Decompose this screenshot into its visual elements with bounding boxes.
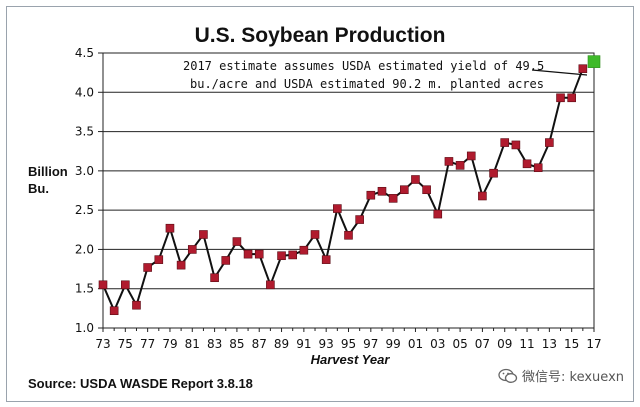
annotation-line-2: bu./acre and USDA estimated 90.2 m. plan… xyxy=(190,77,544,91)
data-point xyxy=(143,263,152,272)
x-tick-label: 89 xyxy=(274,337,289,351)
y-tick-label: 4.0 xyxy=(75,85,94,99)
x-tick-label: 95 xyxy=(341,337,356,351)
data-point xyxy=(210,273,219,283)
y-tick-label: 1.0 xyxy=(75,321,94,335)
x-tick-label: 75 xyxy=(118,337,133,351)
wechat-icon xyxy=(498,368,518,383)
data-point xyxy=(489,168,498,178)
data-point xyxy=(522,159,532,169)
y-axis-label: Billion Bu. xyxy=(28,164,68,196)
plot-area xyxy=(102,52,595,329)
data-point xyxy=(455,161,465,170)
data-point xyxy=(98,280,108,290)
data-point xyxy=(411,175,420,184)
data-point xyxy=(500,138,510,147)
data-point xyxy=(533,163,543,173)
data-point xyxy=(466,151,476,161)
y-tick-label: 4.5 xyxy=(75,46,94,60)
x-tick-label: 85 xyxy=(229,337,244,351)
data-point xyxy=(121,280,130,290)
y-tick-label: 3.0 xyxy=(75,164,94,178)
data-point xyxy=(243,249,253,259)
data-point xyxy=(254,249,264,259)
x-tick-label: 73 xyxy=(95,337,110,351)
annotation-line-1: 2017 estimate assumes USDA estimated yie… xyxy=(183,59,544,73)
data-point xyxy=(321,255,331,264)
data-point xyxy=(288,250,298,260)
x-tick-label: 77 xyxy=(140,337,155,351)
data-point xyxy=(545,138,554,147)
x-tick-label: 99 xyxy=(385,337,400,351)
data-point xyxy=(266,280,275,290)
data-point xyxy=(109,306,119,316)
data-point xyxy=(221,256,231,265)
y-tick-label: 2.0 xyxy=(75,242,94,256)
data-point xyxy=(366,190,376,200)
x-tick-label: 83 xyxy=(207,337,222,351)
annotation-leader xyxy=(531,69,588,76)
x-tick-label: 81 xyxy=(185,337,200,351)
data-point xyxy=(422,185,431,195)
x-tick-label: 97 xyxy=(363,337,378,351)
x-tick-label: 13 xyxy=(542,337,557,351)
x-axis-label: Harvest Year xyxy=(310,352,390,367)
data-point xyxy=(399,185,409,195)
data-point xyxy=(578,64,588,74)
data-point xyxy=(478,191,487,201)
data-point xyxy=(433,209,443,219)
y-tick-label: 3.5 xyxy=(75,125,94,139)
data-point xyxy=(165,223,175,233)
data-point xyxy=(355,215,364,224)
data-point xyxy=(176,260,186,270)
data-point xyxy=(232,237,242,246)
data-point xyxy=(511,140,521,150)
data-point xyxy=(377,186,387,196)
chart-title: U.S. Soybean Production xyxy=(194,24,446,47)
estimate-point xyxy=(587,55,601,68)
data-point xyxy=(344,230,353,240)
x-tick-label: 87 xyxy=(252,337,267,351)
data-point xyxy=(310,230,320,239)
source-note: Source: USDA WASDE Report 3.8.18 xyxy=(28,376,253,391)
watermark-text: 微信号: kexuexn xyxy=(522,370,624,385)
y-tick-label: 2.5 xyxy=(75,203,94,217)
data-point xyxy=(187,245,197,254)
data-point xyxy=(333,204,342,213)
x-tick-label: 03 xyxy=(430,337,445,351)
x-tick-label: 91 xyxy=(296,337,311,351)
data-point xyxy=(556,93,565,103)
x-tick-label: 93 xyxy=(319,337,334,351)
data-point xyxy=(567,93,576,103)
x-tick-label: 79 xyxy=(162,337,177,351)
x-tick-label: 17 xyxy=(586,337,601,351)
y-tick-label: 1.5 xyxy=(75,282,94,296)
x-tick-label: 01 xyxy=(408,337,423,351)
data-point xyxy=(132,300,141,310)
x-tick-label: 05 xyxy=(452,337,467,351)
watermark: 微信号: kexuexn xyxy=(498,366,624,385)
x-tick-label: 15 xyxy=(564,337,579,351)
data-point xyxy=(388,194,398,203)
data-point xyxy=(444,157,454,166)
x-tick-label: 07 xyxy=(475,337,490,351)
data-point xyxy=(199,230,208,239)
data-point xyxy=(154,255,164,264)
x-tick-label: 09 xyxy=(497,337,512,351)
data-point xyxy=(299,245,309,255)
data-point xyxy=(277,251,286,261)
x-tick-label: 11 xyxy=(519,337,534,351)
